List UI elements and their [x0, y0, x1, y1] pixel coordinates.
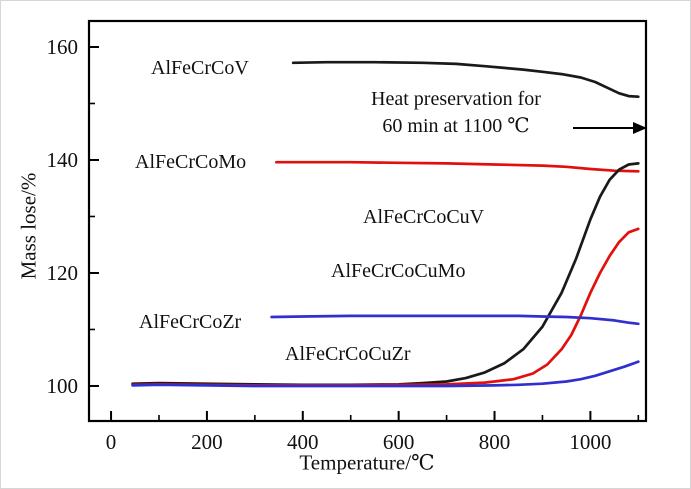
series-line-AlFeCrCoZr [270, 314, 640, 326]
series-line-AlFeCrCoCuZr [131, 360, 640, 388]
series-line-AlFeCrCoV [291, 60, 640, 99]
x-tick-label: 1000 [569, 430, 611, 454]
x-axis-label: Temperature/℃ [299, 450, 435, 475]
y-tick-label: 100 [47, 374, 79, 398]
x-tick-label: 0 [106, 430, 117, 454]
x-tick-label: 200 [191, 430, 223, 454]
series-label-alfecrcov: AlFeCrCoV [151, 57, 249, 79]
y-tick-label: 160 [47, 35, 79, 59]
plot-frame [87, 19, 648, 423]
annotation-heat-preservation: Heat preservation for 60 min at 1100 ℃ [371, 86, 541, 140]
series-label-alfecrcozr: AlFeCrCoZr [139, 311, 242, 333]
x-tick-label: 400 [287, 430, 319, 454]
annotation-arrowhead [633, 122, 647, 134]
series-label-alfecrcocuv: AlFeCrCoCuV [363, 206, 485, 228]
annotation-line-2: 60 min at 1100 ℃ [382, 115, 530, 137]
series-label-alfecrcocuzr: AlFeCrCoCuZr [285, 343, 411, 365]
y-axis-label: Mass lose/% [16, 172, 41, 280]
x-tick-label: 600 [383, 430, 415, 454]
y-tick-label: 120 [47, 261, 79, 285]
series-line-AlFeCrCoMo [275, 160, 640, 173]
series-label-alfecrcocumo: AlFeCrCoCuMo [331, 260, 466, 282]
y-tick-label: 140 [47, 148, 79, 172]
x-tick-label: 800 [479, 430, 511, 454]
annotation-line-1: Heat preservation for [371, 88, 541, 110]
series-label-alfecrcomo: AlFeCrCoMo [135, 151, 247, 173]
